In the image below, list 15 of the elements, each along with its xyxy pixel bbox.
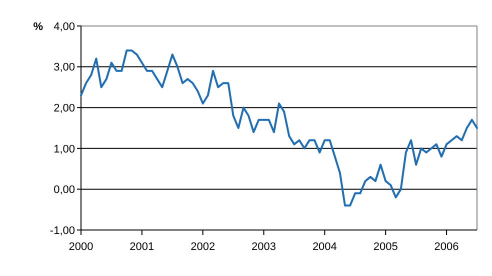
x-tick-label: 2002 <box>190 241 216 253</box>
y-tick-label: 0,00 <box>54 184 75 196</box>
x-tick-label: 2004 <box>312 241 337 253</box>
y-tick-label: 4,00 <box>54 20 75 33</box>
x-tick-label: 2003 <box>252 241 276 253</box>
y-axis-title: % <box>33 21 44 33</box>
y-tick-label: 1,00 <box>54 143 75 156</box>
y-tick-label: 2,00 <box>54 102 75 114</box>
y-tick-label: 3,00 <box>54 62 75 74</box>
y-tick-label: -1,00 <box>50 224 75 237</box>
x-tick-label: 2001 <box>130 241 154 253</box>
x-tick-label: 2000 <box>68 241 94 253</box>
x-tick-label: 2005 <box>373 241 398 253</box>
line-series <box>80 49 478 207</box>
x-tick-label: 2006 <box>434 241 459 253</box>
